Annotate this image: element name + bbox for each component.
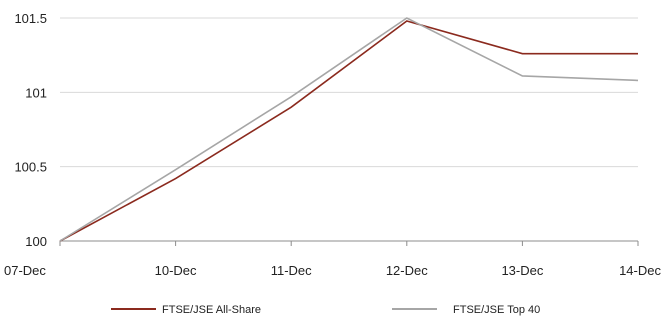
y-tick-label: 101: [25, 85, 47, 100]
y-tick-label: 101.5: [14, 11, 47, 26]
x-tick-label: 11-Dec: [271, 263, 312, 278]
x-tick-label: 07-Dec: [4, 263, 46, 278]
x-tick-label: 12-Dec: [386, 263, 428, 278]
x-tick-label: 10-Dec: [155, 263, 197, 278]
legend-label-2: FTSE/JSE Top 40: [453, 304, 540, 316]
series-line-2: [59, 17, 639, 242]
y-axis-labels: 100 100.5 101 101.5: [14, 11, 47, 249]
x-axis: [59, 240, 639, 246]
series-line-1: [59, 20, 638, 242]
y-tick-label: 100.5: [14, 160, 47, 175]
x-tick-label: 14-Dec: [619, 263, 661, 278]
x-tick-label: 13-Dec: [501, 263, 543, 278]
gridlines: [60, 17, 638, 168]
legend-label-1: FTSE/JSE All-Share: [162, 304, 261, 316]
series-lines: [59, 17, 639, 242]
legend: FTSE/JSE All-Share FTSE/JSE Top 40: [111, 304, 540, 316]
y-tick-label: 100: [25, 234, 47, 249]
x-axis-labels: 07-Dec 10-Dec 11-Dec 12-Dec 13-Dec 14-Dec: [4, 263, 661, 278]
